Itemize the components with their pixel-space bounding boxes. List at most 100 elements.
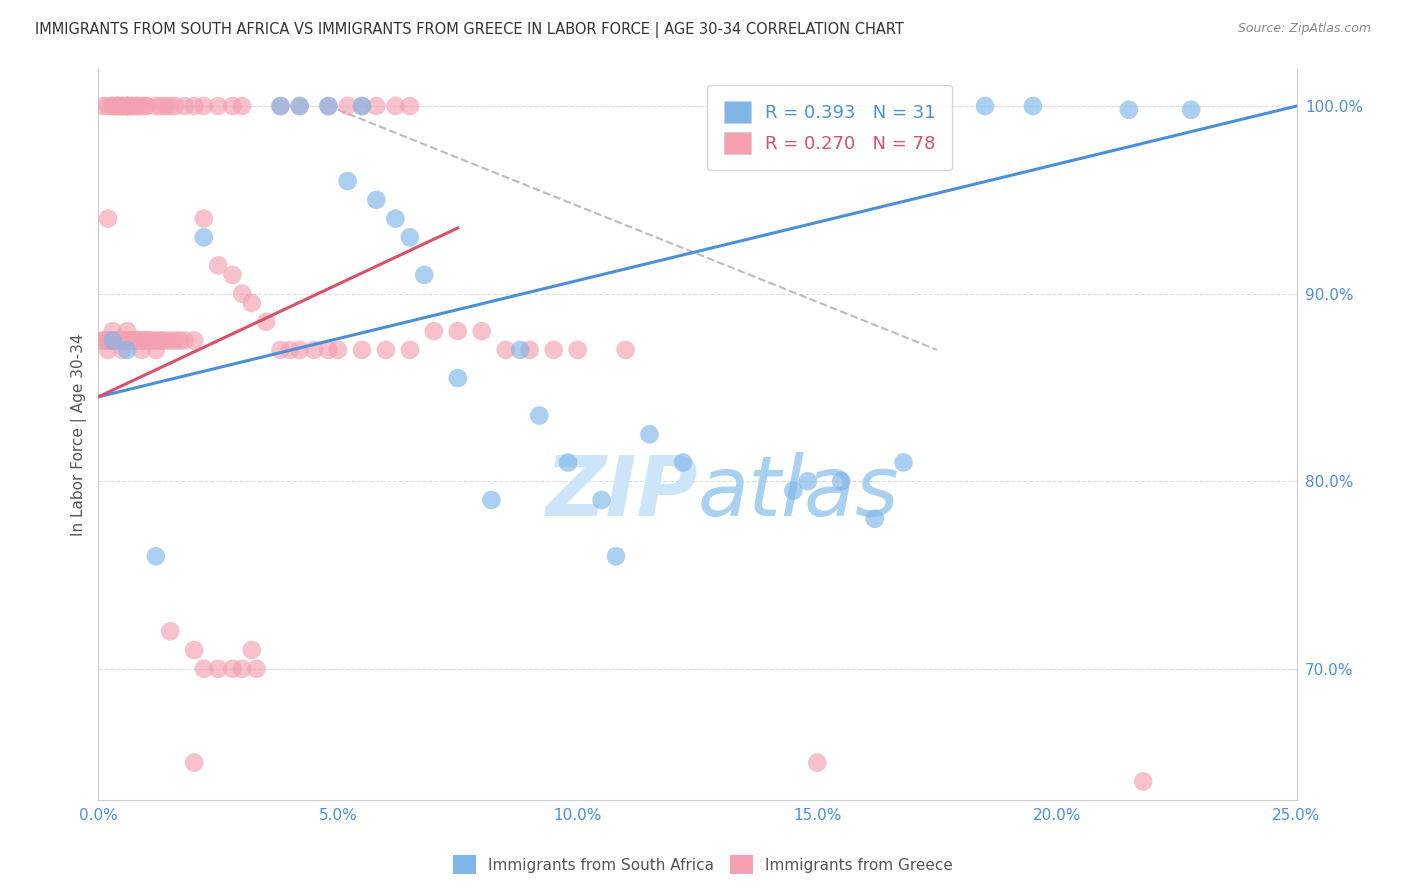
Point [139,334,162,348]
Point [288,99,311,113]
Point [111,334,134,348]
Point [529,409,551,423]
Point [145,549,167,564]
Point [806,756,828,770]
Point [97,334,120,348]
Point [111,334,134,348]
Point [159,334,181,348]
Point [413,268,436,282]
Point [193,662,215,676]
Point [101,324,124,338]
Point [97,343,120,357]
Point [231,662,253,676]
Point [240,296,263,310]
Point [107,334,129,348]
Point [399,99,422,113]
Point [269,343,291,357]
Point [782,483,804,498]
Point [605,549,627,564]
Point [149,99,172,113]
Point [131,334,153,348]
Point [145,343,167,357]
Point [115,334,138,348]
Point [543,343,565,357]
Point [447,371,470,385]
Legend: R = 0.393   N = 31, R = 0.270   N = 78: R = 0.393 N = 31, R = 0.270 N = 78 [707,85,952,170]
Point [173,99,195,113]
Point [101,334,124,348]
Point [288,343,311,357]
Point [796,474,818,488]
Point [115,99,138,113]
Point [350,343,373,357]
Point [115,99,138,113]
Point [288,99,311,113]
Point [111,334,134,348]
Point [193,99,215,113]
Point [121,99,143,113]
Point [254,315,277,329]
Point [245,662,267,676]
Point [495,343,517,357]
Point [131,99,153,113]
Text: IMMIGRANTS FROM SOUTH AFRICA VS IMMIGRANTS FROM GREECE IN LABOR FORCE | AGE 30-3: IMMIGRANTS FROM SOUTH AFRICA VS IMMIGRAN… [35,22,904,38]
Point [107,334,129,348]
Point [557,455,579,469]
Point [384,99,406,113]
Point [107,334,129,348]
Point [107,334,129,348]
Point [1180,103,1202,117]
Point [183,99,205,113]
Point [447,324,470,338]
Point [135,99,157,113]
Point [269,99,291,113]
Point [384,211,406,226]
Point [97,211,120,226]
Point [139,334,162,348]
Point [366,193,388,207]
Point [125,99,148,113]
Point [163,334,186,348]
Point [121,334,143,348]
Point [115,334,138,348]
Point [101,99,124,113]
Point [221,662,243,676]
Point [221,268,243,282]
Point [131,343,153,357]
Point [101,334,124,348]
Point [399,230,422,244]
Point [115,99,138,113]
Point [830,474,852,488]
Point [614,343,637,357]
Point [101,334,124,348]
Point [135,334,157,348]
Point [183,756,205,770]
Point [350,99,373,113]
Point [91,334,114,348]
Point [221,99,243,113]
Point [183,643,205,657]
Point [326,343,349,357]
Point [115,343,138,357]
Point [207,259,229,273]
Point [591,493,613,508]
Point [231,99,253,113]
Point [193,230,215,244]
Point [278,343,301,357]
Point [163,99,186,113]
Point [125,334,148,348]
Point [135,99,157,113]
Point [125,334,148,348]
Point [1132,774,1154,789]
Legend: Immigrants from South Africa, Immigrants from Greece: Immigrants from South Africa, Immigrants… [447,849,959,880]
Point [863,512,886,526]
Point [173,334,195,348]
Point [240,643,263,657]
Point [399,343,422,357]
Point [121,334,143,348]
Point [1022,99,1045,113]
Point [111,99,134,113]
Point [115,99,138,113]
Point [97,334,120,348]
Point [121,334,143,348]
